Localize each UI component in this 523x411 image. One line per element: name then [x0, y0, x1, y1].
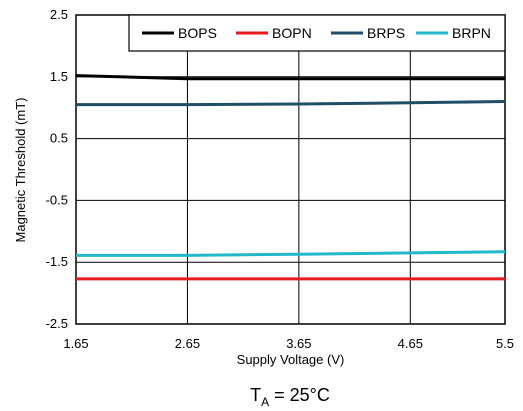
- legend-label-brps: BRPS: [367, 25, 405, 41]
- caption-t: T: [250, 385, 261, 405]
- x-tick-labels: 1.65 2.65 3.65 4.65 5.5: [63, 336, 514, 351]
- y-axis-title: Magnetic Threshold (mT): [13, 98, 28, 243]
- x-tick-label: 3.65: [286, 336, 311, 351]
- legend-label-brpn: BRPN: [452, 25, 491, 41]
- x-tick-label: 5.5: [496, 336, 514, 351]
- y-tick-label: 0.5: [50, 131, 68, 146]
- x-tick-label: 1.65: [63, 336, 88, 351]
- x-tick-label: 2.65: [175, 336, 200, 351]
- legend-label-bopn: BOPN: [272, 25, 312, 41]
- y-tick-labels: 2.5 1.5 0.5 -0.5 -1.5 -2.5: [46, 7, 68, 331]
- caption-subscript: A: [261, 395, 269, 409]
- y-tick-label: -1.5: [46, 254, 68, 269]
- legend: BOPS BOPN BRPS BRPN: [128, 14, 506, 52]
- series-layer: [75, 74, 506, 281]
- series-line-brps: [76, 100, 506, 107]
- legend-label-bops: BOPS: [178, 25, 217, 41]
- y-tick-label: -2.5: [46, 316, 68, 331]
- series-line-brpn: [76, 250, 506, 257]
- y-tick-label: 2.5: [50, 7, 68, 22]
- series-line-bops: [75, 74, 505, 81]
- x-axis-title: Supply Voltage (V): [237, 352, 345, 367]
- x-tick-label: 4.65: [398, 336, 423, 351]
- y-tick-label: -0.5: [46, 192, 68, 207]
- y-tick-label: 1.5: [50, 69, 68, 84]
- temperature-caption: TA = 25°C: [250, 385, 330, 409]
- caption-rest: = 25°C: [269, 385, 330, 405]
